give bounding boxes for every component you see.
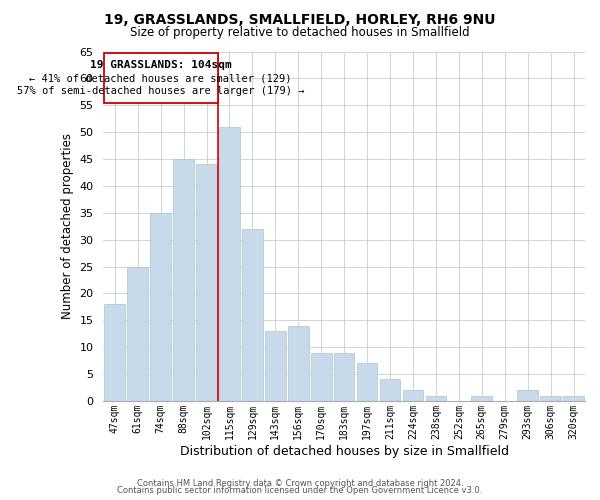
Bar (311, 352, 332, 401)
Text: Contains HM Land Registry data © Crown copyright and database right 2024.: Contains HM Land Registry data © Crown c… (137, 478, 463, 488)
Text: 19 GRASSLANDS: 104sqm: 19 GRASSLANDS: 104sqm (90, 60, 232, 70)
Bar (151, 213, 171, 401)
Text: 57% of semi-detached houses are larger (179) →: 57% of semi-detached houses are larger (… (17, 86, 304, 97)
Y-axis label: Number of detached properties: Number of detached properties (61, 133, 74, 319)
Text: Size of property relative to detached houses in Smallfield: Size of property relative to detached ho… (130, 26, 470, 39)
X-axis label: Distribution of detached houses by size in Smallfield: Distribution of detached houses by size … (179, 444, 509, 458)
Bar (173, 159, 194, 401)
Bar (127, 266, 148, 401)
Bar (104, 304, 125, 401)
Bar (219, 127, 240, 401)
Bar (517, 390, 538, 401)
FancyBboxPatch shape (104, 52, 218, 102)
Text: ← 41% of detached houses are smaller (129): ← 41% of detached houses are smaller (12… (29, 73, 292, 83)
Bar (540, 396, 561, 401)
Bar (563, 396, 584, 401)
Bar (265, 331, 286, 401)
Text: 19, GRASSLANDS, SMALLFIELD, HORLEY, RH6 9NU: 19, GRASSLANDS, SMALLFIELD, HORLEY, RH6 … (104, 12, 496, 26)
Bar (357, 364, 377, 401)
Text: Contains public sector information licensed under the Open Government Licence v3: Contains public sector information licen… (118, 486, 482, 495)
Bar (403, 390, 423, 401)
Bar (472, 396, 492, 401)
Bar (380, 380, 400, 401)
Bar (334, 352, 355, 401)
Bar (242, 229, 263, 401)
Bar (196, 164, 217, 401)
Bar (288, 326, 308, 401)
Bar (425, 396, 446, 401)
